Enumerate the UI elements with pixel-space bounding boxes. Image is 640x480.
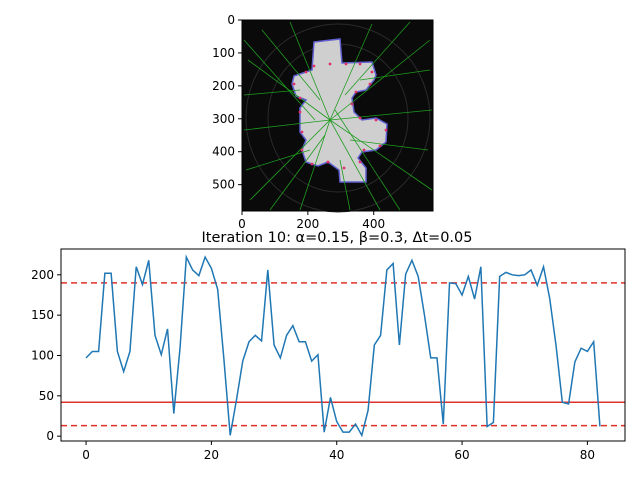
line-chart-frame <box>60 248 626 442</box>
green-arrow <box>269 134 326 211</box>
threshold-lines <box>61 282 625 427</box>
green-arrow <box>329 39 431 121</box>
image-y-tick-label: 200 <box>212 79 235 93</box>
green-arrow <box>249 119 331 201</box>
green-arrow <box>289 21 331 121</box>
line-chart: Iteration 10: α=0.15, β=0.3, Δt=0.05 0 20… <box>31 230 626 462</box>
image-y-tick-label: 400 <box>212 145 235 159</box>
contour-point <box>374 118 378 122</box>
image-frame <box>241 19 434 212</box>
line-x-ticks: 0 20 40 60 80 <box>82 441 595 462</box>
series-line <box>85 254 601 438</box>
contour-point <box>362 148 366 152</box>
image-x-ticks: 0 200 400 <box>238 211 385 231</box>
green-arrows <box>243 21 433 211</box>
line-y-tick-label: 200 <box>31 268 54 282</box>
green-arrow <box>329 119 433 191</box>
green-arrow <box>339 159 351 211</box>
contour-point <box>292 82 296 86</box>
green-arrow <box>359 69 431 81</box>
green-arrow <box>329 109 433 121</box>
contour-point <box>298 96 302 100</box>
contour-point <box>300 130 304 134</box>
green-arrow <box>344 21 411 96</box>
green-arrow <box>329 23 373 121</box>
contour-point <box>312 64 316 68</box>
contour-point <box>342 166 346 170</box>
contour-point <box>344 62 348 66</box>
contour-point <box>384 128 388 132</box>
line-y-tick-label: 150 <box>31 308 54 322</box>
image-x-tick-label: 200 <box>296 217 319 231</box>
line-y-tick-label: 0 <box>46 429 54 443</box>
green-arrow <box>245 149 311 171</box>
image-y-tick-label: 0 <box>227 13 235 27</box>
image-y-ticks: 0 100 200 300 400 500 <box>212 13 242 192</box>
green-arrow <box>243 119 331 131</box>
image-x-tick-label: 0 <box>238 217 246 231</box>
contour-point <box>310 162 314 166</box>
green-arrow <box>243 39 316 121</box>
contour-point <box>326 160 330 164</box>
contour-point <box>358 116 362 120</box>
green-arrow <box>247 59 331 121</box>
green-arrow <box>261 29 321 101</box>
image-panel: 0 200 400 0 100 200 300 400 500 <box>212 13 434 231</box>
line-x-tick-label: 40 <box>329 448 344 462</box>
green-arrow <box>329 119 381 211</box>
line-x-tick-label: 0 <box>82 448 90 462</box>
image-y-tick-label: 500 <box>212 178 235 192</box>
contour-point <box>370 70 374 74</box>
contour-point <box>368 82 372 86</box>
contour-point <box>354 90 358 94</box>
green-arrow <box>349 139 429 151</box>
contour-point <box>358 62 362 66</box>
green-arrow <box>334 109 401 211</box>
line-x-tick-label: 60 <box>454 448 469 462</box>
line-chart-title: Iteration 10: α=0.15, β=0.3, Δt=0.05 <box>202 230 473 246</box>
contour-point <box>350 102 354 106</box>
green-arrow <box>243 89 301 96</box>
contour-point <box>378 144 382 148</box>
contour-point <box>328 62 332 66</box>
contour-point <box>300 148 304 152</box>
line-y-tick-label: 100 <box>31 348 54 362</box>
contour-point <box>358 160 362 164</box>
line-y-tick-label: 50 <box>39 389 54 403</box>
line-y-ticks: 0 50 100 150 200 <box>31 268 61 443</box>
image-y-tick-label: 100 <box>212 46 235 60</box>
contour-point <box>304 70 308 74</box>
line-x-tick-label: 80 <box>580 448 595 462</box>
image-y-tick-label: 300 <box>212 112 235 126</box>
line-x-tick-label: 20 <box>204 448 219 462</box>
contour-points <box>292 62 388 170</box>
image-x-tick-label: 400 <box>362 217 385 231</box>
contour-point <box>298 110 302 114</box>
